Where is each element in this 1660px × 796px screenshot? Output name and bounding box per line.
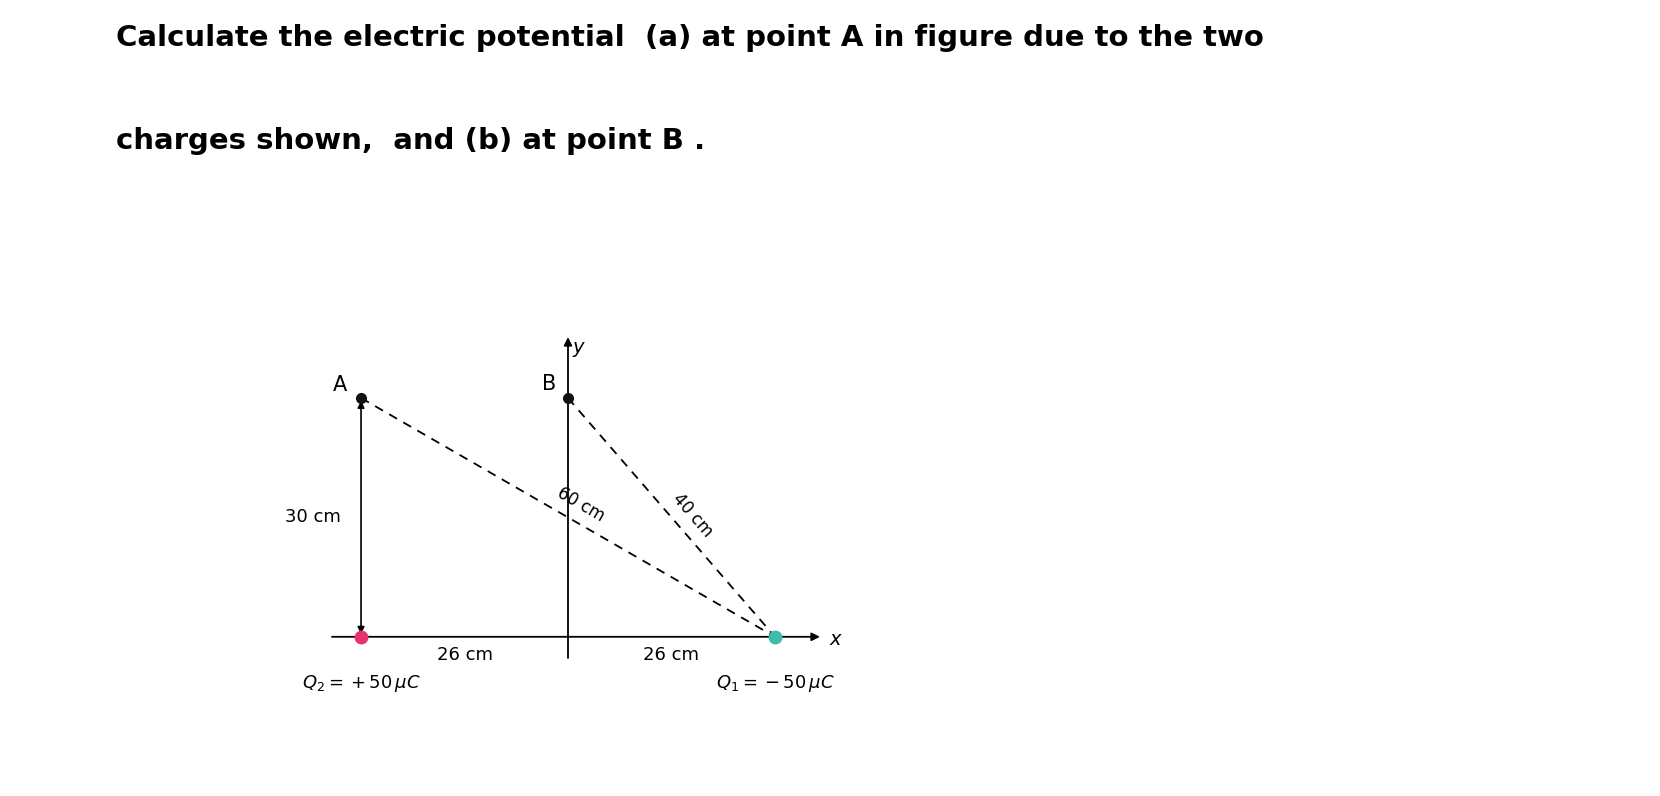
Text: $Q_2 = +50\,\mu C$: $Q_2 = +50\,\mu C$: [302, 673, 420, 693]
Text: A: A: [332, 375, 347, 395]
Text: 60 cm: 60 cm: [554, 484, 608, 525]
Text: x: x: [828, 630, 840, 649]
Text: $Q_1 = -50\,\mu C$: $Q_1 = -50\,\mu C$: [715, 673, 835, 693]
Text: y: y: [573, 338, 584, 357]
Text: 26 cm: 26 cm: [644, 646, 699, 665]
Text: charges shown,  and (b) at point B .: charges shown, and (b) at point B .: [116, 127, 706, 155]
Text: 26 cm: 26 cm: [437, 646, 493, 665]
Text: Calculate the electric potential  (a) at point A in figure due to the two: Calculate the electric potential (a) at …: [116, 24, 1263, 52]
Text: B: B: [541, 374, 556, 394]
Text: 40 cm: 40 cm: [669, 490, 717, 540]
Text: 30 cm: 30 cm: [286, 509, 342, 526]
